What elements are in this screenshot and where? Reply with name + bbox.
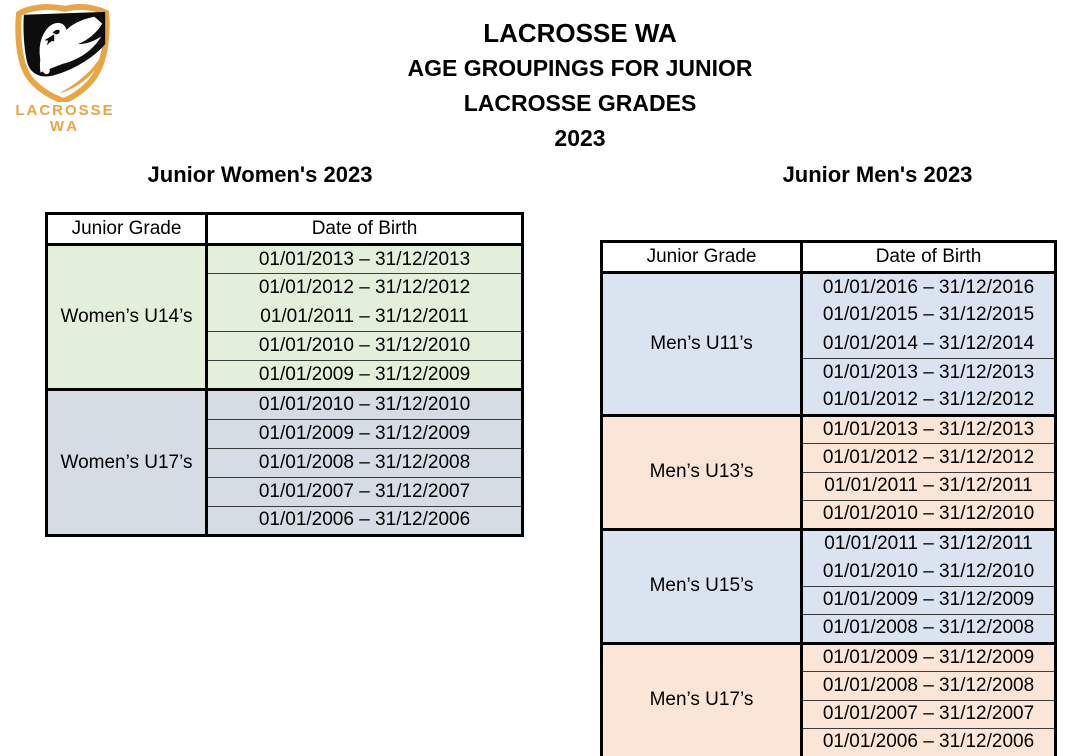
header-row: Junior Grade Date of Birth: [601, 241, 1056, 274]
dob-cell: 01/01/2008 – 31/12/2008: [801, 671, 1056, 700]
dob-cell: 01/01/2007 – 31/12/2007: [801, 699, 1056, 729]
junior-grade-column-header: Junior Grade: [46, 213, 208, 246]
logo-text-wa: WA: [49, 118, 81, 135]
grade-cell: Men’s U11’s: [601, 271, 803, 415]
title-line-3: LACROSSE GRADES: [463, 90, 697, 116]
dob-cell: 01/01/2010 – 31/12/2010: [206, 388, 523, 420]
dob-row: 01/01/2012 – 31/12/2012: [602, 386, 1056, 415]
dob-row: 01/01/2014 – 31/12/2014: [602, 329, 1056, 358]
dob-cell: 01/01/2009 – 31/12/2009: [801, 585, 1056, 615]
dob-cell: 01/01/2010 – 31/12/2010: [206, 331, 523, 361]
dob-cell: 01/01/2013 – 31/12/2013: [801, 413, 1056, 444]
dob-row: 01/01/2007 – 31/12/2007: [47, 476, 523, 507]
dob-row: 01/01/2009 – 31/12/2009: [602, 585, 1056, 615]
dob-cell: 01/01/2008 – 31/12/2008: [206, 447, 523, 478]
dob-cell: 01/01/2014 – 31/12/2014: [801, 329, 1056, 358]
dob-row: 01/01/2013 – 31/12/2013: [602, 357, 1056, 387]
grade-cell: Men’s U13’s: [601, 413, 803, 529]
dob-row: Women’s U14’s 01/01/2013 – 31/12/2013: [46, 242, 523, 390]
junior-mens-table-container: Junior Grade Date of Birth Men’s U11’s 01…: [600, 240, 1057, 756]
dob-cell: 01/01/2007 – 31/12/2007: [206, 476, 523, 507]
dob-row: Men’s U17’s 01/01/2009 – 31/12/2009: [601, 641, 1056, 756]
dob-cell: 01/01/2015 – 31/12/2015: [801, 301, 1056, 330]
document-title: LACROSSE WA AGE GROUPINGS FOR JUNIOR LAC…: [305, 15, 855, 156]
junior-mens-table: Junior Grade Date of Birth Men’s U11’s 01…: [600, 240, 1057, 756]
dob-cell: 01/01/2011 – 31/12/2011: [801, 527, 1056, 558]
dob-cell: 01/01/2016 – 31/12/2016: [801, 271, 1056, 301]
dob-cell: 01/01/2006 – 31/12/2006: [801, 728, 1056, 756]
swan-shield-icon: [15, 4, 110, 102]
dob-row: 01/01/2009 – 31/12/2009: [47, 418, 523, 449]
dob-cell: 01/01/2009 – 31/12/2009: [206, 418, 523, 449]
title-line-1: LACROSSE WA: [483, 18, 677, 48]
dob-cell: 01/01/2012 – 31/12/2012: [206, 273, 523, 303]
dob-row: 01/01/2006 – 31/12/2006: [602, 728, 1056, 756]
dob-row: Men’s U15’s 01/01/2011 – 31/12/2011: [601, 527, 1056, 643]
dob-row: 01/01/2015 – 31/12/2015: [602, 301, 1056, 330]
junior-grade-column-header: Junior Grade: [601, 241, 803, 274]
dob-cell: 01/01/2012 – 31/12/2012: [801, 443, 1056, 472]
lacrosse-wa-logo: LACROSSE WA: [8, 4, 122, 135]
junior-womens-table-container: Junior Grade Date of Birth Women’s U14’s…: [45, 212, 524, 537]
dob-row: 01/01/2010 – 31/12/2010: [602, 500, 1056, 529]
dob-cell: 01/01/2010 – 31/12/2010: [801, 500, 1056, 529]
womens-section-heading: Junior Women's 2023: [147, 162, 373, 187]
grade-cell: Women’s U14’s: [46, 242, 208, 390]
dob-cell: 01/01/2010 – 31/12/2010: [801, 557, 1056, 586]
grade-cell: Men’s U17’s: [601, 641, 803, 756]
junior-womens-table: Junior Grade Date of Birth Women’s U14’s…: [45, 212, 524, 537]
dob-row: 01/01/2012 – 31/12/2012: [47, 273, 523, 303]
dob-row: 01/01/2006 – 31/12/2006: [47, 505, 523, 536]
dob-row: Men’s U13’s 01/01/2013 – 31/12/2013: [601, 413, 1056, 529]
title-line-2: AGE GROUPINGS FOR JUNIOR: [407, 55, 753, 81]
dob-cell: 01/01/2008 – 31/12/2008: [801, 614, 1056, 643]
grade-cell: Men’s U15’s: [601, 527, 803, 643]
dob-row: 01/01/2008 – 31/12/2008: [602, 671, 1056, 700]
grade-cell: Women’s U17’s: [46, 388, 208, 536]
dob-cell: 01/01/2009 – 31/12/2009: [206, 360, 523, 390]
dob-row: 01/01/2009 – 31/12/2009: [47, 360, 523, 390]
date-of-birth-column-header: Date of Birth: [206, 213, 523, 246]
logo-wordmark: LACROSSE WA: [8, 103, 122, 135]
header-row: Junior Grade Date of Birth: [46, 213, 523, 246]
dob-row: 01/01/2008 – 31/12/2008: [602, 614, 1056, 643]
dob-cell: 01/01/2013 – 31/12/2013: [206, 242, 523, 274]
dob-cell: 01/01/2006 – 31/12/2006: [206, 505, 523, 536]
dob-cell: 01/01/2009 – 31/12/2009: [801, 641, 1056, 672]
mens-section-heading: Junior Men's 2023: [782, 162, 973, 187]
dob-row: 01/01/2007 – 31/12/2007: [602, 699, 1056, 729]
dob-row: 01/01/2012 – 31/12/2012: [602, 443, 1056, 472]
dob-cell: 01/01/2013 – 31/12/2013: [801, 357, 1056, 387]
dob-cell: 01/01/2011 – 31/12/2011: [206, 302, 523, 332]
dob-row: 01/01/2011 – 31/12/2011: [602, 471, 1056, 501]
date-of-birth-column-header: Date of Birth: [801, 241, 1056, 274]
dob-row: Women’s U17’s 01/01/2010 – 31/12/2010: [46, 388, 523, 536]
dob-row: 01/01/2010 – 31/12/2010: [602, 557, 1056, 586]
dob-row: 01/01/2010 – 31/12/2010: [47, 331, 523, 361]
title-line-4: 2023: [554, 125, 606, 151]
dob-row: 01/01/2008 – 31/12/2008: [47, 447, 523, 478]
dob-cell: 01/01/2012 – 31/12/2012: [801, 386, 1056, 415]
dob-row: Men’s U11’s 01/01/2016 – 31/12/2016: [601, 271, 1056, 415]
dob-row: 01/01/2011 – 31/12/2011: [47, 302, 523, 332]
dob-cell: 01/01/2011 – 31/12/2011: [801, 471, 1056, 501]
logo-text-lacrosse: LACROSSE: [15, 102, 115, 119]
